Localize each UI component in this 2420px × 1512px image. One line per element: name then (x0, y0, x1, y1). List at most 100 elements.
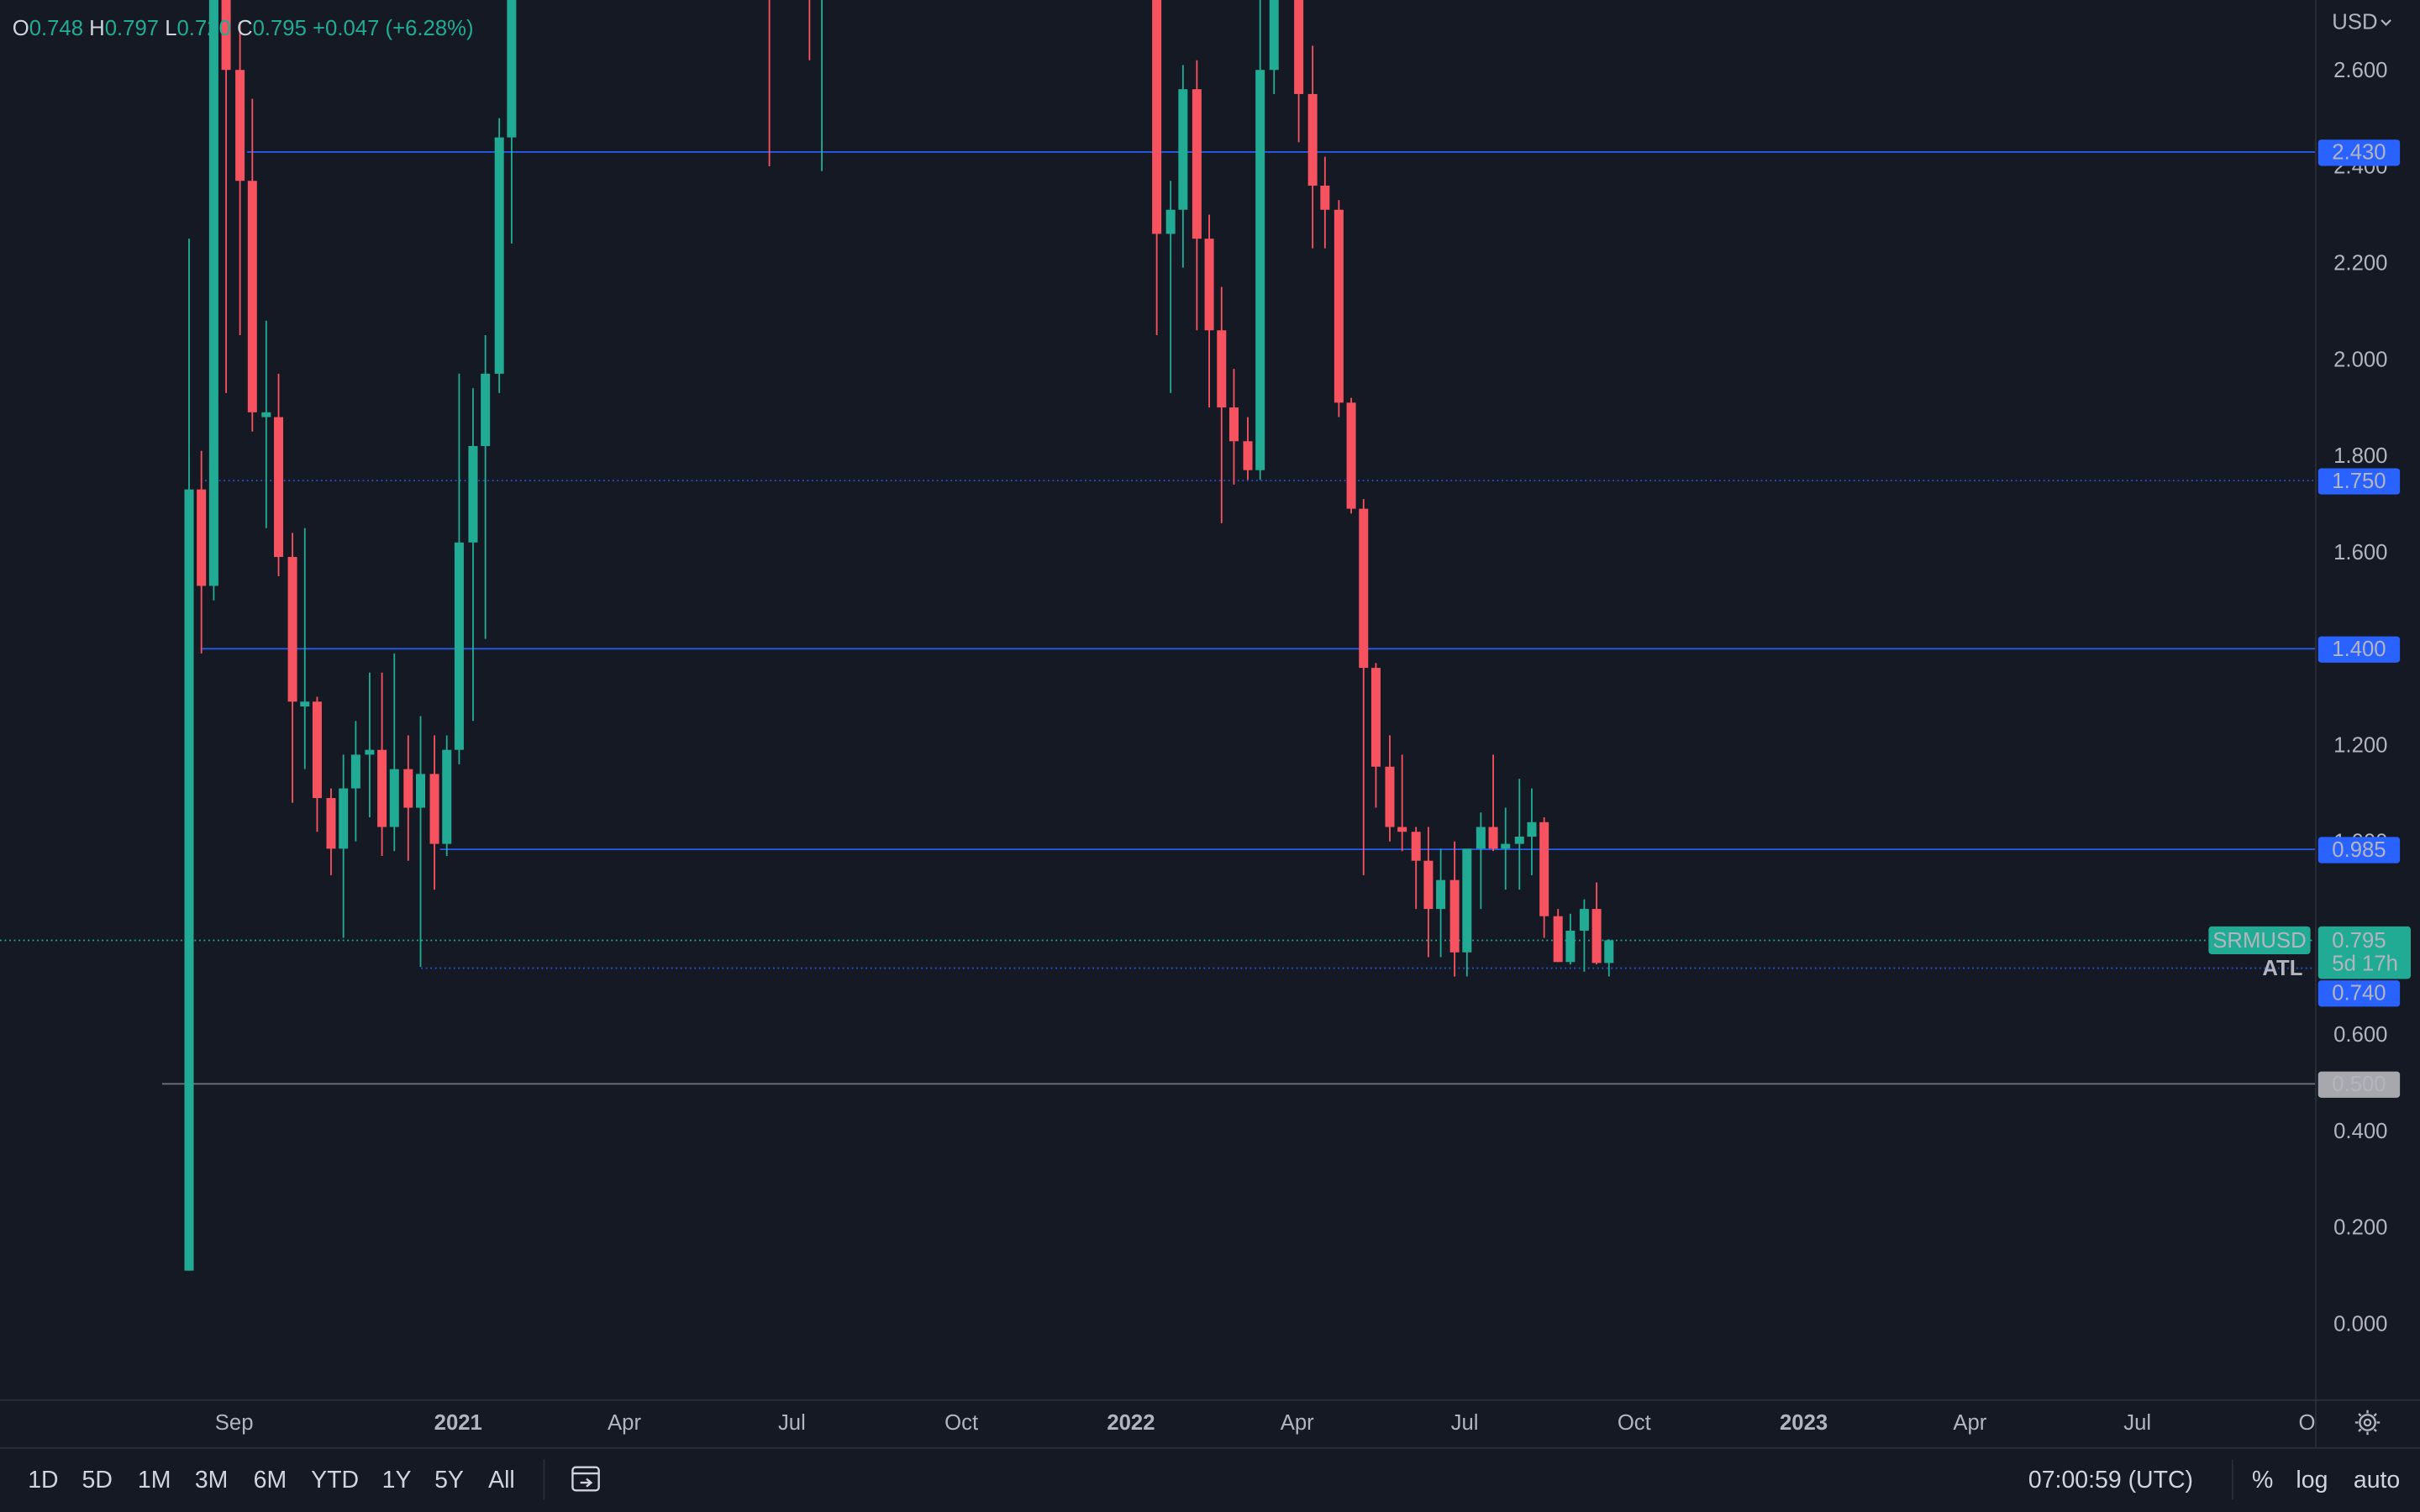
candle-body (1269, 0, 1279, 71)
level-badge-label: 1.750 (2332, 470, 2386, 493)
candle-body (1294, 0, 1304, 94)
x-tick-label: Jul (778, 1411, 806, 1435)
candle-body (300, 701, 310, 706)
range-button[interactable]: 1D (28, 1467, 58, 1494)
toggle-button[interactable]: % (2252, 1467, 2273, 1494)
y-tick-label: 2.200 (2333, 251, 2387, 275)
candle-body (1565, 930, 1576, 963)
level-note: ATL (2262, 957, 2302, 980)
candle-body (1476, 827, 1486, 849)
candle-body (1462, 848, 1472, 953)
y-tick-label: 1.200 (2333, 734, 2387, 758)
candle-body (184, 489, 194, 1271)
legend-value: 0.748 (29, 17, 83, 40)
range-button[interactable]: 1M (138, 1467, 171, 1494)
candle-body (1501, 843, 1511, 849)
currency-chevron[interactable] (2381, 19, 2391, 26)
x-tick-label: 2021 (434, 1411, 482, 1435)
level-badge (2317, 1071, 2401, 1098)
currency-selector[interactable]: USD (2332, 10, 2377, 34)
level-badge (2317, 837, 2401, 864)
candle-body (389, 769, 399, 827)
candle-body (1397, 827, 1407, 832)
candle-body (221, 0, 231, 71)
y-tick-label: 2.600 (2333, 59, 2387, 82)
candle-body (1165, 209, 1176, 234)
legend-value: 0.795 (253, 17, 307, 40)
candle-body (1385, 766, 1395, 827)
candle-body (1307, 93, 1318, 186)
x-tick-label: Jul (1451, 1411, 1479, 1435)
candle-body (1359, 508, 1369, 669)
candle-body (1228, 407, 1239, 442)
toggle-button[interactable]: log (2296, 1467, 2328, 1494)
x-tick-label: Apr (1953, 1411, 1986, 1435)
candle-body (377, 749, 387, 827)
range-button[interactable]: 5D (82, 1467, 113, 1494)
candle-body (1243, 441, 1253, 470)
candle-body (1449, 879, 1460, 953)
level-badge-label: 0.985 (2332, 838, 2386, 862)
range-button[interactable]: 5Y (434, 1467, 464, 1494)
plot-area (0, 0, 2316, 1271)
candle-body (1514, 836, 1524, 844)
candle-body (507, 0, 517, 138)
x-tick-label: Sep (215, 1411, 254, 1435)
settings-icon[interactable] (2354, 1410, 2381, 1436)
x-tick-label: Oct (1618, 1411, 1651, 1435)
candle-body (1152, 0, 1162, 234)
candle-body (494, 137, 504, 374)
candle-body (429, 774, 439, 844)
toggle-button[interactable]: auto (2354, 1467, 2400, 1494)
candle-body (1320, 186, 1330, 210)
y-tick-label: 0.400 (2333, 1120, 2387, 1143)
candle-body (454, 542, 464, 750)
candle-body (365, 749, 375, 755)
range-button[interactable]: 1Y (382, 1467, 412, 1494)
candle-body (1192, 89, 1202, 239)
candle-body (481, 373, 491, 447)
candle-body (1579, 909, 1589, 931)
candle-body (274, 417, 284, 558)
axes: 0.0000.2000.4000.6000.8001.0001.2001.400… (215, 59, 2411, 1435)
legend-value: 0.720 (177, 17, 231, 40)
toolbar: 1D 5D 1M 3M 6M YTD 1Y 5Y All 07:00:59 (UTC)% log au… (28, 1467, 2400, 1494)
legend-change: +0.047 (+6.28%) (313, 17, 473, 40)
candle-body (208, 0, 218, 586)
candle-body (235, 70, 245, 181)
x-tick-label: Apr (608, 1411, 641, 1435)
candle-body (468, 446, 478, 543)
range-button[interactable]: All (488, 1467, 515, 1494)
candle-body (1488, 827, 1498, 849)
x-tick-label: 2023 (1780, 1411, 1828, 1435)
candle-body (1346, 402, 1356, 509)
ohlc-legend: O0.748 H0.797 L0.720 C0.795 +0.047 (+6.2… (13, 17, 474, 40)
candle-body (1539, 822, 1549, 916)
legend-key: O (13, 17, 29, 40)
x-tick-label: Oct (944, 1411, 978, 1435)
y-tick-label: 0.200 (2333, 1216, 2387, 1240)
y-tick-label: 0.000 (2333, 1312, 2387, 1336)
candle-body (1527, 822, 1537, 837)
y-tick-label: 1.600 (2333, 541, 2387, 564)
legend-key: C (237, 17, 253, 40)
candle-body (1370, 668, 1381, 767)
clock: 07:00:59 (UTC) (2028, 1467, 2193, 1494)
range-button[interactable]: 6M (254, 1467, 287, 1494)
candle-body (350, 754, 360, 789)
candle-body (1591, 909, 1602, 963)
compare-icon[interactable] (571, 1466, 600, 1492)
level-badge-label: 0.500 (2332, 1073, 2386, 1096)
range-button[interactable]: 3M (195, 1467, 229, 1494)
legend-key: L (165, 17, 176, 40)
level-badge (2317, 468, 2401, 495)
candle-body (1436, 879, 1446, 910)
candle-body (312, 701, 322, 799)
range-button[interactable]: YTD (311, 1467, 359, 1494)
price-badge (2317, 926, 2411, 979)
candle-body (416, 774, 426, 808)
candle-body (1553, 916, 1563, 963)
candle-body (1217, 330, 1227, 408)
